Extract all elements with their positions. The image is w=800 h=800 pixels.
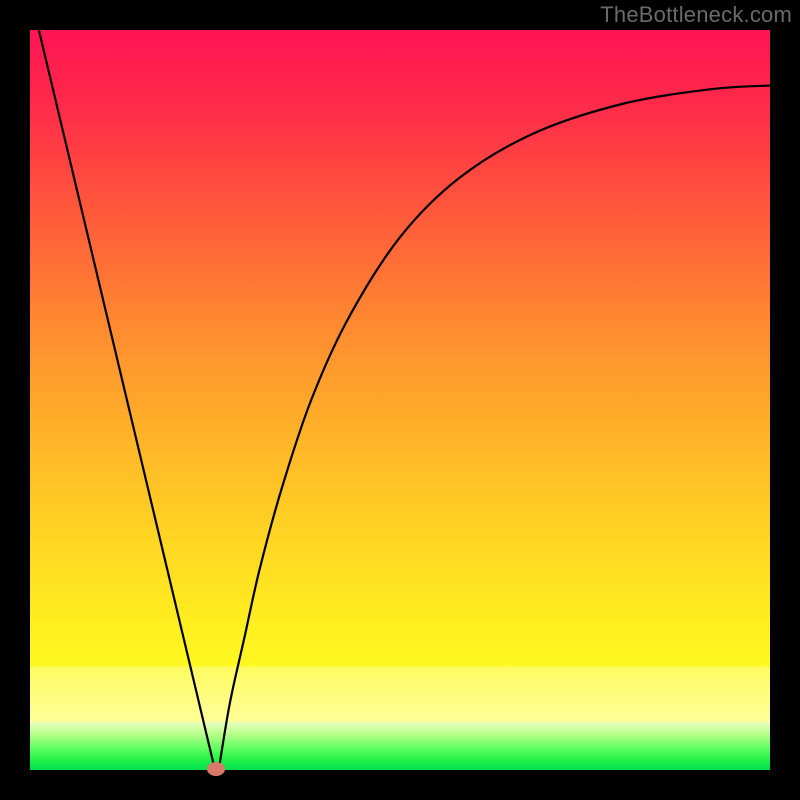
plot-area: [30, 30, 770, 770]
bottleneck-curve: [30, 30, 770, 770]
minimum-marker-dot: [207, 762, 225, 776]
watermark-text: TheBottleneck.com: [600, 2, 792, 28]
